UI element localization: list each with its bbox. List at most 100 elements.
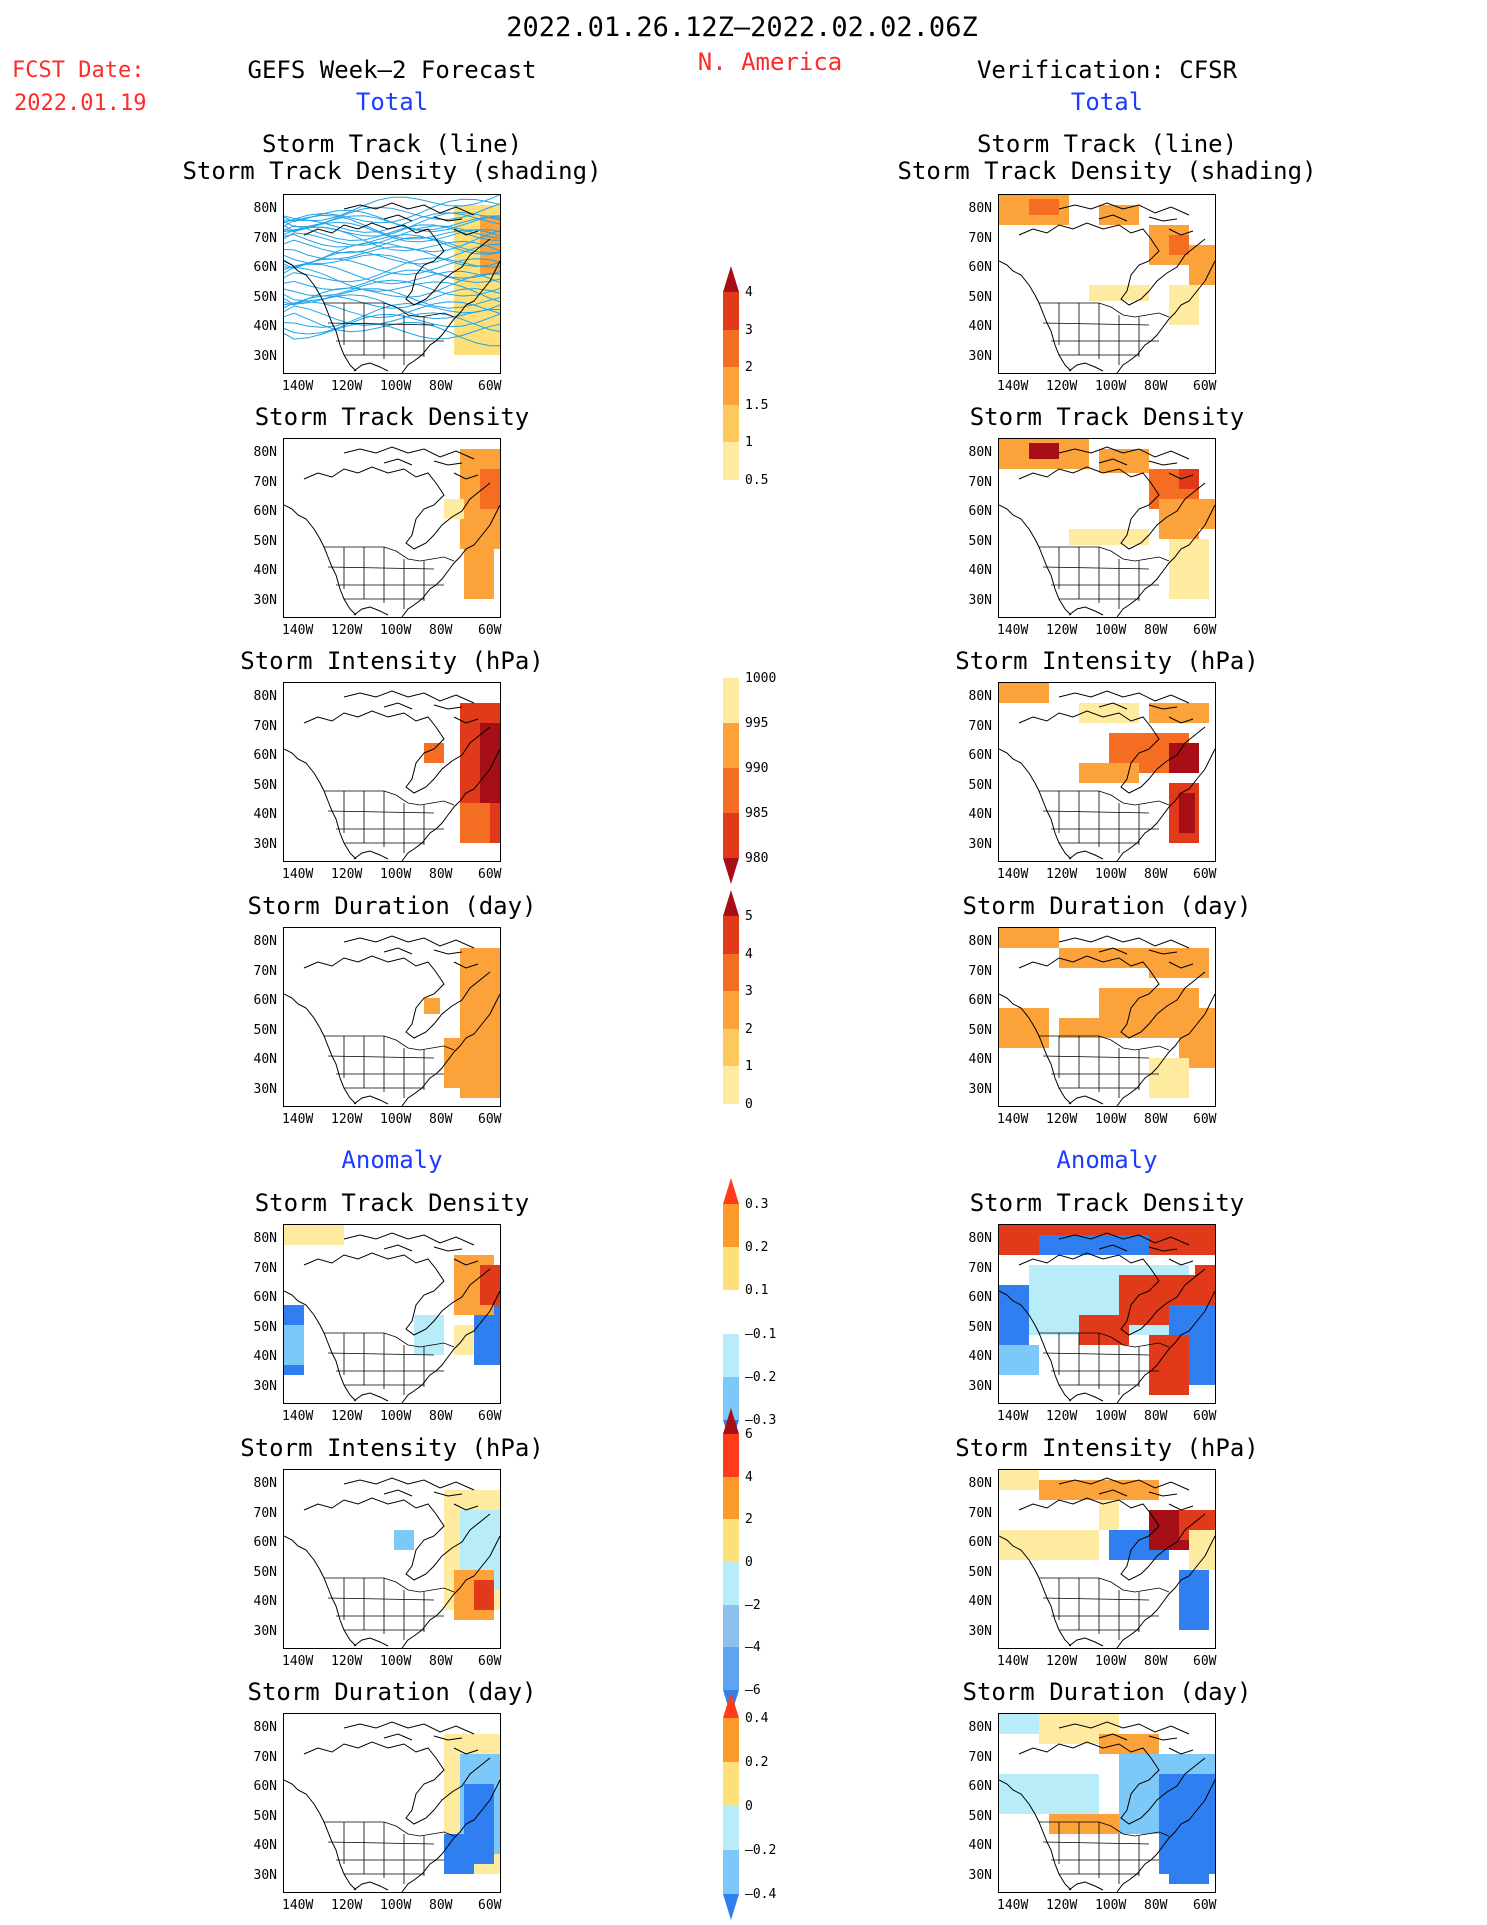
lat-tick-label: 80N [253, 1720, 277, 1735]
lat-tick-label: 60N [968, 1535, 992, 1550]
colorbar-label: 4 [745, 1469, 753, 1485]
colorbar-label: 2 [745, 360, 753, 376]
lat-tick-label: 30N [253, 592, 277, 608]
lat-tick-label: 50N [968, 777, 992, 793]
forecast-map-track [283, 194, 501, 374]
lat-tick-label: 50N [253, 777, 277, 793]
lon-tick-label: 120W [331, 1112, 363, 1127]
lon-tick-label: 140W [997, 379, 1029, 394]
lat-tick-label: 30N [968, 1623, 992, 1639]
lon-tick-label: 140W [282, 1898, 314, 1913]
lat-tick-label: 60N [968, 1290, 992, 1305]
verification-map-a_duration [998, 1713, 1216, 1893]
verification-map-a_density [998, 1224, 1216, 1404]
lat-tick-label: 30N [253, 348, 277, 364]
lat-tick-label: 40N [253, 1594, 277, 1609]
colorbar-label: 0.3 [745, 1197, 769, 1212]
colorbar-label: 995 [745, 716, 769, 731]
colorbar-segment [723, 1178, 739, 1204]
lon-tick-label: 60W [478, 379, 502, 394]
lat-tick-label: 70N [253, 1260, 277, 1276]
colorbar-segment [723, 1204, 739, 1248]
colorbar-segment [723, 1476, 739, 1520]
lon-tick-label: 120W [331, 623, 363, 638]
colorbar-segment [723, 1066, 739, 1104]
colorbar-label: 4 [745, 946, 753, 962]
lon-tick-label: 100W [1095, 1409, 1127, 1424]
lat-tick-label: 60N [253, 748, 277, 763]
lon-tick-label: 140W [997, 623, 1029, 638]
verification-map-duration [998, 927, 1216, 1107]
lat-tick-label: 50N [968, 1022, 992, 1038]
lon-tick-label: 80W [429, 379, 453, 394]
lon-tick-label: 60W [1193, 623, 1217, 638]
lat-tick-label: 40N [968, 319, 992, 334]
colorbar-segment [723, 1434, 739, 1477]
colorbar-label: 980 [745, 851, 769, 866]
lat-tick-label: 80N [968, 1720, 992, 1735]
verification-anomaly-label: Anomaly [1056, 1146, 1158, 1174]
lon-tick-label: 60W [478, 1654, 502, 1669]
colorbar-label: 2 [745, 1512, 753, 1528]
lon-tick-label: 80W [429, 1409, 453, 1424]
colorbar-label: –0.2 [745, 1843, 777, 1858]
colorbar-label: –0.3 [745, 1413, 777, 1428]
lon-tick-label: 60W [1193, 867, 1217, 882]
lat-tick-label: 80N [968, 1231, 992, 1246]
lat-tick-label: 60N [253, 504, 277, 519]
colorbar-duration: 5 4 3 2 1 0 [723, 890, 803, 1130]
lon-tick-label: 60W [478, 1409, 502, 1424]
forecast-panel-title-6: Storm Intensity (hPa) [240, 1434, 544, 1462]
lat-tick-label: 80N [968, 689, 992, 704]
lat-tick-label: 30N [253, 1081, 277, 1097]
lon-tick-label: 80W [1144, 1409, 1168, 1424]
lat-tick-label: 70N [968, 963, 992, 979]
colorbar-label: –2 [745, 1597, 761, 1613]
colorbar-label: –0.1 [745, 1326, 777, 1342]
forecast-map-intensity [283, 682, 501, 862]
lat-tick-label: 50N [253, 1022, 277, 1038]
lat-tick-label: 50N [968, 1808, 992, 1824]
lat-tick-label: 40N [968, 1052, 992, 1067]
lon-tick-label: 60W [478, 1112, 502, 1127]
lon-tick-label: 140W [997, 1654, 1029, 1669]
colorbar-segment [723, 953, 739, 992]
lon-tick-label: 60W [1193, 379, 1217, 394]
verification-panel-title-1: Storm Track (line) Storm Track Density (… [897, 130, 1317, 185]
colorbar-segment [723, 1894, 739, 1920]
lat-tick-label: 60N [968, 993, 992, 1008]
colorbar-label: 1000 [745, 671, 777, 686]
forecast-panel-title-2: Storm Track Density [254, 403, 530, 431]
colorbar-segment [723, 1104, 739, 1130]
colorbar-label: 1 [745, 1059, 753, 1075]
lon-tick-label: 80W [429, 1112, 453, 1127]
lon-tick-label: 100W [1095, 867, 1127, 882]
lon-tick-label: 80W [1144, 1112, 1168, 1127]
forecast-panel-title-1: Storm Track (line) Storm Track Density (… [182, 130, 602, 185]
colorbar-segment [723, 329, 739, 368]
lat-tick-label: 40N [968, 1349, 992, 1364]
verification-panel-title-4: Storm Duration (day) [962, 892, 1252, 920]
lon-tick-label: 100W [380, 1898, 412, 1913]
colorbar-intensity: 1000 995 990 985 980 [723, 652, 803, 884]
verification-column-title: Verification: CFSR [976, 56, 1238, 84]
lon-tick-label: 100W [1095, 623, 1127, 638]
lat-tick-label: 50N [253, 533, 277, 549]
forecast-anomaly-label: Anomaly [341, 1146, 443, 1174]
verification-panel-title-5: Storm Track Density [969, 1189, 1245, 1217]
colorbar-label: 3 [745, 322, 753, 338]
lon-tick-label: 60W [478, 623, 502, 638]
lat-tick-label: 70N [968, 474, 992, 490]
lon-tick-label: 120W [1046, 1112, 1078, 1127]
lon-tick-label: 120W [1046, 1898, 1078, 1913]
colorbar-segment [723, 768, 739, 813]
colorbar-label: 1.5 [745, 397, 769, 413]
lon-tick-label: 100W [380, 623, 412, 638]
lat-tick-label: 50N [253, 1808, 277, 1824]
colorbar-label: 985 [745, 806, 769, 821]
colorbar-anom_intensity: 6 4 2 0 –2 –4 –6 [723, 1408, 803, 1716]
colorbar-segment [723, 1806, 739, 1850]
lat-tick-label: 50N [253, 289, 277, 305]
lat-tick-label: 30N [968, 1378, 992, 1394]
forecast-panel-title-3: Storm Intensity (hPa) [240, 647, 544, 675]
